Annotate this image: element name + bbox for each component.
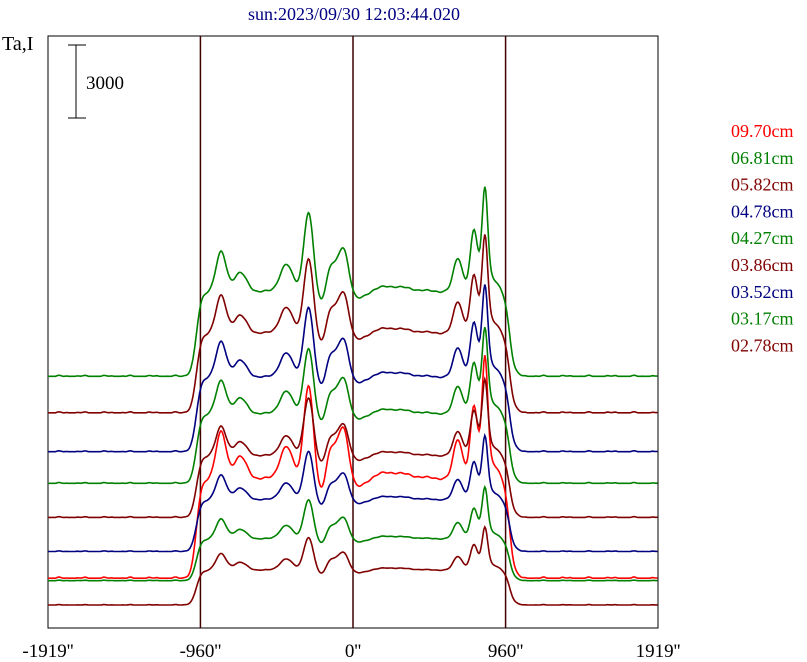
- scale-bar: 3000: [68, 44, 124, 119]
- legend-item-8: 02.78cm: [731, 335, 794, 355]
- y-axis-label: Ta,I: [2, 33, 33, 55]
- legend-item-3: 04.78cm: [731, 201, 794, 221]
- series-line-7: [48, 484, 658, 582]
- x-tick-label: -960'': [180, 641, 222, 662]
- legend-item-7: 03.17cm: [731, 309, 794, 329]
- x-tick-label: 0'': [345, 641, 361, 662]
- x-tick-labels: -1919'' -960'' 0'' 960'' 1919'': [22, 641, 680, 662]
- x-tick-label: 960'': [488, 641, 523, 662]
- series-line-4: [48, 326, 658, 485]
- chart-title: sun:2023/09/30 12:03:44.020: [248, 4, 460, 24]
- series-line-3: [48, 284, 658, 453]
- legend-item-5: 03.86cm: [731, 255, 794, 275]
- legend-item-2: 05.82cm: [731, 175, 794, 195]
- legend: 09.70cm 06.81cm 05.82cm 04.78cm 04.27cm 03.86…: [731, 121, 794, 355]
- series-line-5: [48, 375, 658, 519]
- series-line-6: [48, 432, 658, 553]
- legend-item-1: 06.81cm: [731, 148, 794, 168]
- series-line-2: [48, 234, 658, 414]
- x-tick-label: 1919'': [636, 641, 681, 662]
- legend-item-4: 04.27cm: [731, 228, 794, 248]
- x-tick-label: -1919'': [22, 641, 73, 662]
- series-line-0: [48, 355, 658, 580]
- series-line-8: [48, 525, 658, 606]
- legend-item-6: 03.52cm: [731, 282, 794, 302]
- scale-bar-label: 3000: [86, 73, 124, 94]
- legend-item-0: 09.70cm: [731, 121, 794, 141]
- series-line-1: [48, 186, 658, 378]
- traces: [48, 186, 658, 606]
